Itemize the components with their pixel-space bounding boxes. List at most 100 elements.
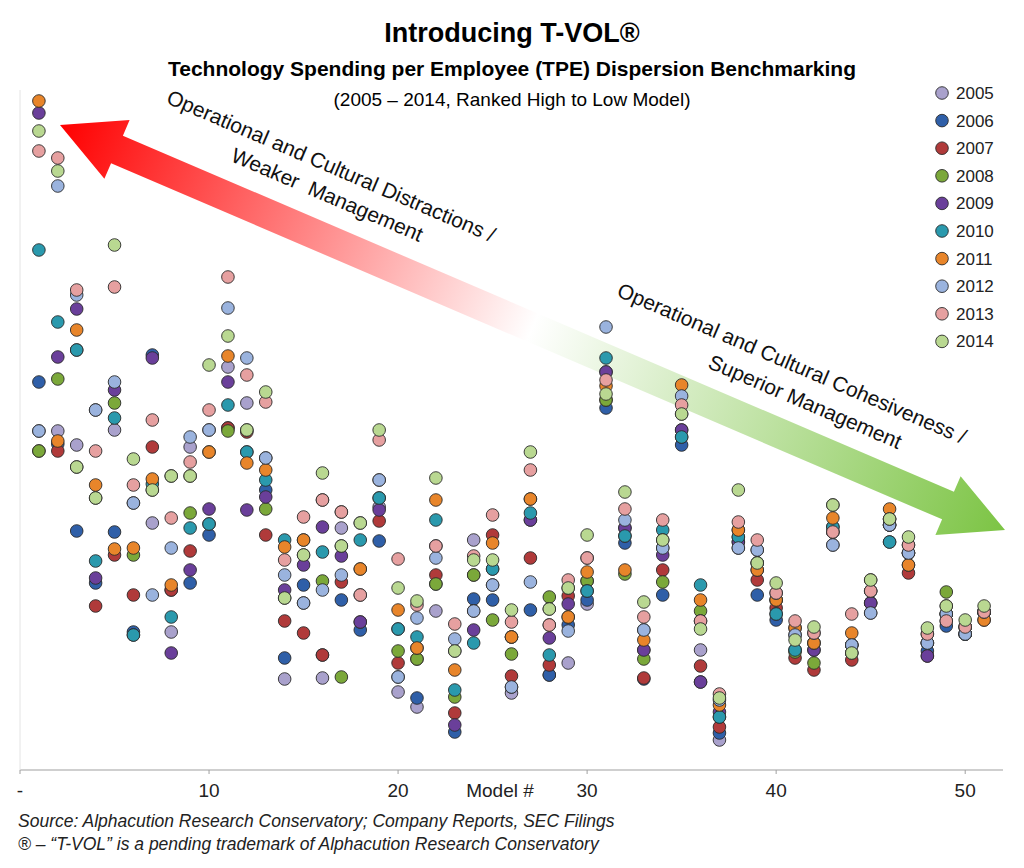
- point: [89, 555, 102, 568]
- point: [430, 514, 443, 527]
- point: [751, 534, 764, 547]
- series-2007: [33, 344, 991, 734]
- point: [827, 499, 840, 512]
- point: [222, 271, 235, 284]
- legend-label: 2010: [956, 222, 994, 241]
- point: [619, 503, 632, 516]
- point: [89, 445, 102, 458]
- point: [694, 623, 707, 636]
- arrow-group: Operational and Cultural Distractions /W…: [47, 51, 1024, 560]
- series-2006: [33, 349, 991, 740]
- legend-marker: [936, 197, 949, 210]
- point: [467, 593, 480, 606]
- point: [562, 611, 575, 624]
- point: [448, 707, 461, 720]
- point: [770, 608, 783, 621]
- point: [127, 629, 140, 642]
- series-2012: [33, 180, 991, 707]
- point: [467, 554, 480, 567]
- point: [335, 594, 348, 607]
- point: [297, 549, 310, 562]
- x-tick-label: 40: [766, 780, 787, 801]
- point: [902, 531, 915, 544]
- point: [203, 518, 216, 531]
- y-axis-line: [20, 90, 21, 770]
- point: [562, 625, 575, 638]
- point: [297, 511, 310, 524]
- point: [70, 439, 83, 452]
- point: [883, 536, 896, 549]
- point: [241, 397, 254, 410]
- x-tick: [209, 770, 210, 774]
- point: [146, 352, 159, 365]
- point: [373, 492, 386, 505]
- x-tick: [398, 770, 399, 774]
- point: [354, 534, 367, 547]
- point: [448, 664, 461, 677]
- point: [108, 543, 121, 556]
- point: [335, 671, 348, 684]
- legend-label: 2009: [956, 194, 994, 213]
- point: [146, 484, 159, 497]
- point: [278, 615, 291, 628]
- point: [222, 330, 235, 343]
- point: [373, 535, 386, 548]
- point: [978, 600, 991, 613]
- point: [316, 494, 329, 507]
- point: [940, 586, 953, 599]
- point: [789, 615, 802, 628]
- point: [845, 647, 858, 660]
- point: [241, 352, 254, 365]
- point: [448, 684, 461, 697]
- point: [827, 539, 840, 552]
- point: [411, 692, 424, 705]
- point: [316, 521, 329, 534]
- point: [184, 507, 197, 520]
- series-2013: [33, 145, 991, 701]
- source-note: ® – “T-VOL” is a pending trademark of Al…: [18, 834, 600, 854]
- point: [259, 503, 272, 516]
- point: [335, 540, 348, 553]
- point: [146, 517, 159, 530]
- point: [543, 649, 556, 662]
- point: [52, 316, 65, 329]
- point: [656, 564, 669, 577]
- point: [52, 152, 65, 165]
- point: [259, 452, 272, 465]
- point: [89, 479, 102, 492]
- annotation: Weaker Management: [228, 143, 427, 245]
- point: [108, 424, 121, 437]
- point: [675, 408, 688, 421]
- point: [467, 605, 480, 618]
- point: [392, 582, 405, 595]
- point: [335, 522, 348, 535]
- point: [373, 492, 386, 505]
- point: [562, 582, 575, 595]
- point: [808, 621, 821, 634]
- point: [467, 605, 480, 618]
- point: [278, 541, 291, 554]
- point: [883, 513, 896, 526]
- point: [902, 559, 915, 572]
- point: [467, 624, 480, 637]
- point: [581, 585, 594, 598]
- point: [316, 649, 329, 662]
- point: [373, 504, 386, 517]
- point: [184, 564, 197, 577]
- point: [316, 546, 329, 559]
- x-tick: [20, 770, 21, 774]
- point: [864, 607, 877, 620]
- point: [70, 461, 83, 474]
- point: [108, 397, 121, 410]
- point: [411, 642, 424, 655]
- point: [411, 595, 424, 608]
- point: [127, 453, 140, 466]
- point: [448, 645, 461, 658]
- point: [411, 612, 424, 625]
- series-2009: [33, 107, 991, 732]
- point: [33, 244, 46, 257]
- point: [902, 559, 915, 572]
- point: [430, 578, 443, 591]
- point: [392, 686, 405, 699]
- point: [524, 552, 537, 565]
